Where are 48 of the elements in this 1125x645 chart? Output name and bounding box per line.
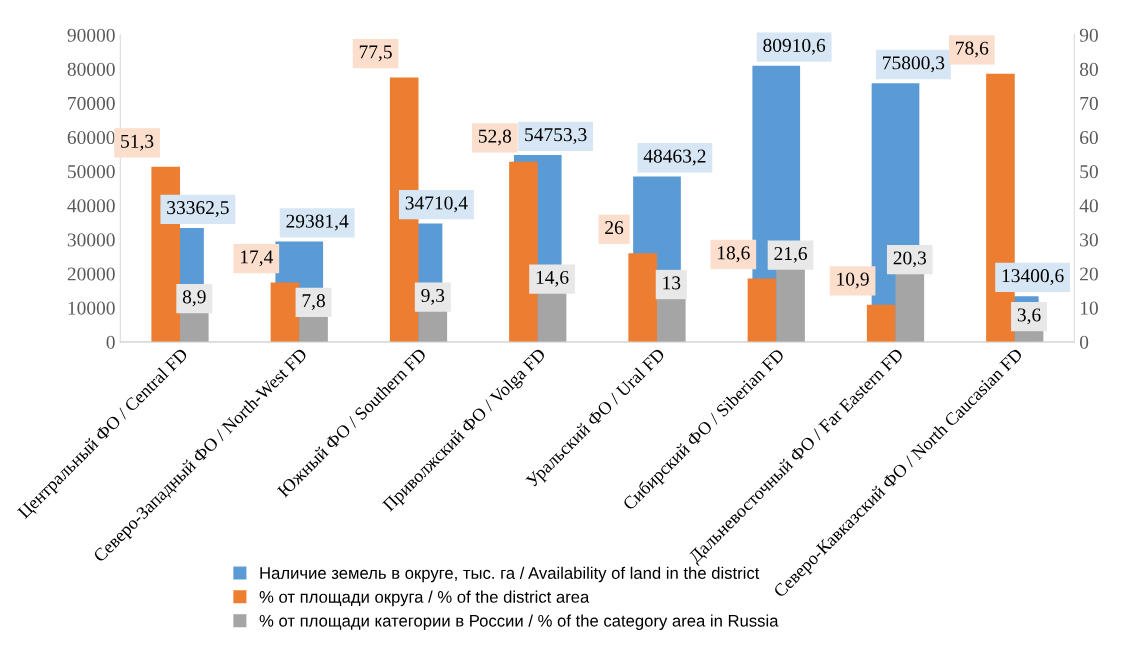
data-label: 78,6	[956, 41, 989, 58]
y2-tick-label: 80	[1079, 62, 1098, 76]
y-tick-label: 90000	[67, 28, 115, 42]
bar	[747, 278, 777, 342]
y-tick-label: 30000	[67, 233, 115, 247]
y-tick-label: 70000	[68, 96, 115, 110]
y-tick-label: 80000	[67, 62, 115, 76]
data-label: 51,3	[121, 134, 154, 151]
data-label: 7,8	[302, 294, 325, 310]
legend-label: % от площади округа / % of the district area	[259, 590, 590, 607]
data-label: 29381,4	[286, 214, 349, 231]
y2-tick-label: 90	[1079, 28, 1098, 42]
y-tick-label: 20000	[67, 267, 115, 281]
data-label: 10,9	[837, 272, 869, 289]
y2-tick-label: 70	[1080, 96, 1098, 110]
data-label: 48463,2	[643, 149, 706, 166]
legend-label: Наличие земель в округе, тыс. га / Availability of land in the district	[260, 566, 760, 583]
data-label: 17,4	[241, 250, 274, 267]
data-label: 52,8	[478, 129, 512, 146]
data-label: 26	[605, 221, 624, 235]
data-label: 75800,3	[883, 56, 945, 73]
y2-tick-label: 30	[1080, 233, 1098, 247]
data-label: 54753,3	[525, 128, 587, 144]
data-label: 80910,6	[763, 38, 826, 55]
legend-label: % от площади категории в России / % of the category area in Russia	[259, 614, 779, 630]
data-label: 77,5	[359, 45, 392, 62]
data-label: 18,6	[718, 246, 750, 263]
y2-tick-label: 20	[1080, 267, 1098, 281]
y-tick-label: 10000	[68, 301, 115, 315]
y-tick-label: 40000	[67, 199, 115, 213]
data-label: 8,9	[182, 290, 206, 307]
y-tick-label: 0	[106, 335, 115, 349]
y2-tick-label: 60	[1080, 130, 1098, 145]
y-tick-label: 60000	[67, 130, 115, 145]
data-label: 34710,4	[405, 196, 468, 213]
data-label: 21,6	[774, 247, 807, 263]
y2-tick-label: 0	[1079, 335, 1089, 349]
y2-tick-label: 10	[1080, 301, 1098, 315]
data-label: 13400,6	[1002, 269, 1064, 286]
y-tick-label: 50000	[68, 165, 115, 179]
y2-tick-label: 50	[1080, 165, 1098, 179]
data-label: 14,6	[536, 270, 569, 287]
y2-tick-label: 40	[1079, 199, 1098, 213]
data-label: 20,3	[893, 251, 927, 268]
bar	[866, 304, 896, 342]
data-label: 13	[663, 276, 681, 290]
data-label: 33362,5	[167, 201, 229, 217]
data-label: 9,3	[421, 288, 445, 305]
